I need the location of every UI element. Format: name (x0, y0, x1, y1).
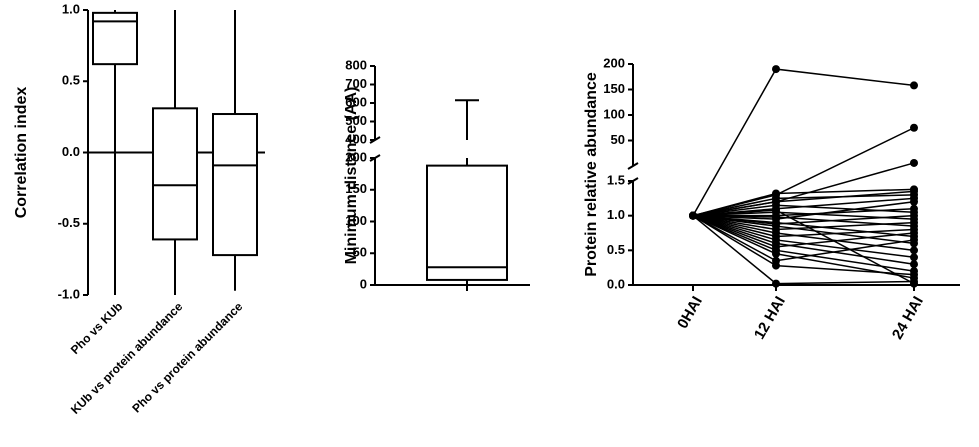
point (772, 279, 780, 288)
point (910, 158, 918, 167)
axis-break (627, 162, 639, 170)
point (910, 235, 918, 244)
y-tick-label: 1.0 (62, 1, 80, 16)
x-tick-label: Pho vs KUb (68, 299, 126, 357)
y-tick-label: 500 (345, 113, 367, 128)
y-tick-label: -1.0 (58, 286, 80, 301)
y-tick-label: 100 (345, 213, 367, 228)
y-tick-label: 0.0 (607, 276, 625, 291)
x-tick-label: 24 HAI (889, 293, 927, 342)
point (910, 270, 918, 279)
point (910, 253, 918, 262)
x-tick-label: 0HAI (674, 293, 706, 331)
point (772, 249, 780, 258)
point (772, 206, 780, 215)
y-tick-label: 0.0 (62, 144, 80, 159)
point (910, 187, 918, 196)
y-tick-label: 150 (603, 81, 625, 96)
point (910, 123, 918, 132)
y-tick-label: 400 (345, 131, 367, 146)
point (689, 211, 697, 220)
y-axis-label: Minimum distance (AA) (343, 87, 360, 265)
y-tick-label: 0 (360, 276, 367, 291)
point (910, 246, 918, 255)
point (910, 211, 918, 220)
y-tick-label: 200 (345, 149, 367, 164)
point (910, 260, 918, 269)
y-tick-label: 1.0 (607, 207, 625, 222)
y-tick-label: 50 (611, 132, 625, 147)
y-tick-label: 700 (345, 76, 367, 91)
point (910, 197, 918, 206)
point (910, 229, 918, 237)
point (772, 261, 780, 270)
box (152, 107, 198, 241)
x-tick-label: KUb vs protein abundance (68, 299, 186, 417)
y-tick-label: 0.5 (62, 73, 80, 88)
axis-break (369, 154, 381, 162)
y-tick-label: 50 (353, 245, 367, 260)
x-tick-label: Pho vs protein abundance (129, 299, 245, 415)
y-axis-label: Correlation index (13, 87, 30, 219)
y-tick-label: 100 (603, 106, 625, 121)
point (910, 279, 918, 288)
box (426, 164, 508, 281)
axis-break (627, 177, 639, 185)
y-tick-label: 0.5 (607, 242, 625, 257)
point (910, 81, 918, 90)
y-tick-label: 600 (345, 94, 367, 109)
point (910, 218, 918, 227)
y-tick-label: 150 (345, 181, 367, 196)
y-tick-label: 800 (345, 57, 367, 72)
y-tick-label: -0.5 (58, 215, 80, 230)
point (772, 65, 780, 74)
box (212, 113, 258, 257)
x-tick-label: 12 HAI (751, 293, 789, 342)
y-tick-label: 1.5 (607, 172, 625, 187)
y-axis-label: Protein relative abundance (583, 72, 600, 277)
y-tick-label: 200 (603, 55, 625, 70)
point (910, 204, 918, 213)
axis-break (369, 136, 381, 144)
